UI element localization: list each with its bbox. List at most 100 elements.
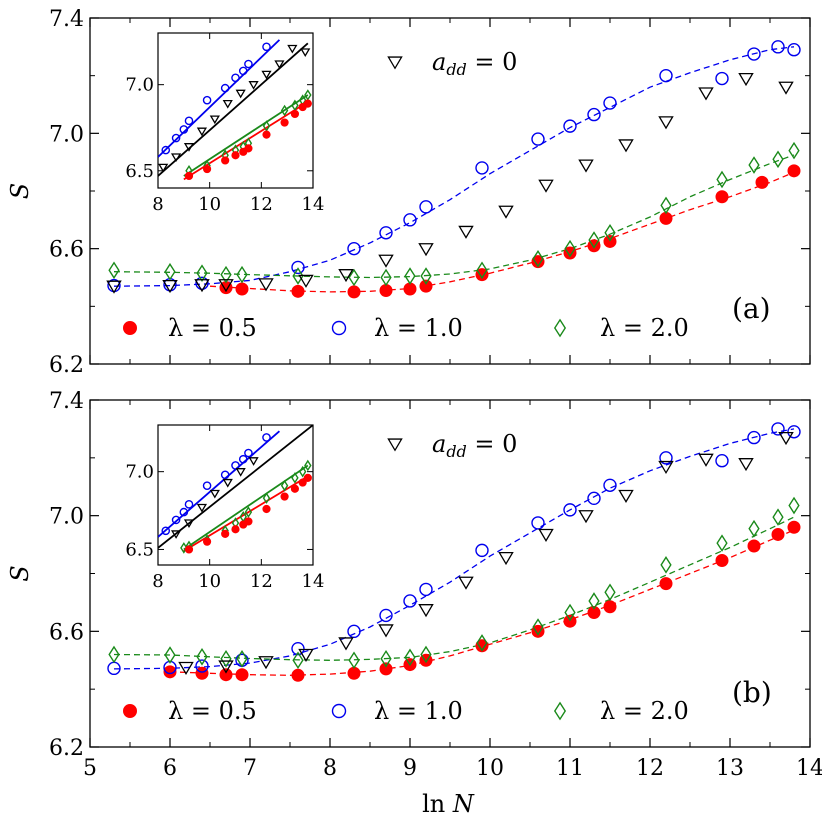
data-point (772, 150, 784, 169)
legend-marker (553, 701, 567, 721)
data-point (475, 543, 489, 558)
inset-data-point (280, 104, 289, 117)
inset-plot-area (158, 39, 312, 181)
data-point (235, 668, 249, 682)
data-point (379, 608, 393, 623)
inset-fit-line (158, 430, 281, 538)
inset-frame (157, 32, 314, 189)
data-point (291, 668, 305, 682)
data-point (531, 132, 545, 146)
x-tick-label: 11 (556, 756, 584, 781)
inset-data-point (280, 492, 289, 501)
y-tick-label: 7.0 (49, 122, 84, 147)
inset-data-point (196, 127, 208, 137)
data-point (603, 96, 617, 110)
fit-line (113, 428, 795, 670)
x-tick-label: 10 (476, 756, 504, 781)
data-point (603, 600, 617, 614)
inset-data-point (262, 120, 271, 132)
data-point (418, 604, 434, 618)
data-point (659, 68, 673, 83)
data-point (747, 47, 761, 61)
inset: 8 10 12 14 6.5 7.0 (125, 32, 324, 215)
x-tick-label: 14 (796, 756, 822, 781)
data-point (292, 651, 304, 670)
data-point (379, 662, 393, 676)
data-point (788, 141, 800, 160)
data-point (738, 72, 754, 87)
inset-x-tick-label: 12 (250, 571, 273, 592)
data-point (403, 594, 417, 608)
data-point (787, 520, 801, 534)
inset-data-point (238, 454, 248, 464)
annotation-marker (387, 56, 403, 70)
data-point (658, 460, 674, 475)
inset-x-tick-label: 8 (152, 194, 163, 215)
inset-data-point (262, 433, 271, 442)
data-point (778, 81, 794, 95)
data-point (698, 87, 714, 101)
x-tick-label: 9 (403, 756, 417, 781)
inset-data-point (231, 73, 240, 83)
data-point (164, 646, 176, 664)
data-point (715, 553, 729, 567)
data-point (475, 268, 489, 282)
data-point (698, 453, 714, 467)
inset-data-point (262, 504, 271, 514)
legend-marker (331, 320, 347, 336)
inset-data-point (202, 537, 212, 546)
inset-y-tick-label: 6.5 (125, 539, 154, 560)
annotation-marker (387, 438, 403, 452)
legend-label: λ = 1.0 (374, 697, 463, 725)
data-point (236, 650, 248, 668)
x-tick-label: 13 (716, 756, 744, 781)
inset-data-point (280, 118, 289, 127)
data-point (476, 634, 488, 652)
y-tick-label: 6.6 (49, 620, 84, 645)
data-point (660, 556, 672, 574)
y-tick-label: 7.4 (49, 389, 84, 414)
data-point (458, 576, 474, 590)
fit-line (113, 46, 795, 287)
fit-line (169, 529, 795, 676)
data-point (418, 243, 434, 257)
inset-data-point (248, 81, 259, 90)
data-point (748, 519, 760, 538)
data-point (658, 116, 674, 130)
data-point (587, 606, 601, 620)
data-point (458, 225, 474, 239)
inset: 8 10 12 14 6.5 7.0 (125, 424, 324, 592)
inset-data-point (303, 99, 312, 108)
legend-label: λ = 2.0 (600, 697, 689, 725)
annotation-sub: dd (446, 60, 466, 79)
legend-label: λ = 2.0 (600, 314, 689, 342)
data-point (298, 274, 314, 288)
data-point (588, 592, 600, 610)
inset-fit-line (183, 464, 309, 551)
y-tick-label: 7.0 (49, 505, 84, 530)
inset-fit-line (158, 42, 309, 177)
data-point (531, 516, 545, 530)
inset-y-tick-label: 7.0 (125, 75, 154, 96)
inset-data-point (248, 457, 259, 466)
data-point (162, 279, 178, 294)
data-point (755, 175, 769, 189)
inset-data-point (238, 66, 248, 76)
data-point (108, 645, 120, 664)
inset-x-tick-label: 12 (250, 194, 273, 215)
inset-data-point (231, 151, 240, 160)
data-point (348, 651, 360, 670)
x-axis-title: ln N (422, 790, 475, 818)
inset-plot-area (158, 425, 313, 554)
y-axis-title: S (6, 183, 34, 199)
data-point (747, 430, 761, 445)
data-point (235, 282, 249, 296)
data-point (498, 205, 514, 219)
fit-line (209, 171, 795, 293)
inset-data-point (221, 156, 230, 165)
data-point (196, 264, 208, 282)
inset-data-point (298, 465, 307, 478)
x-axis-title-n: N (452, 790, 475, 818)
inset-data-point (170, 530, 182, 539)
data-point (476, 261, 488, 280)
